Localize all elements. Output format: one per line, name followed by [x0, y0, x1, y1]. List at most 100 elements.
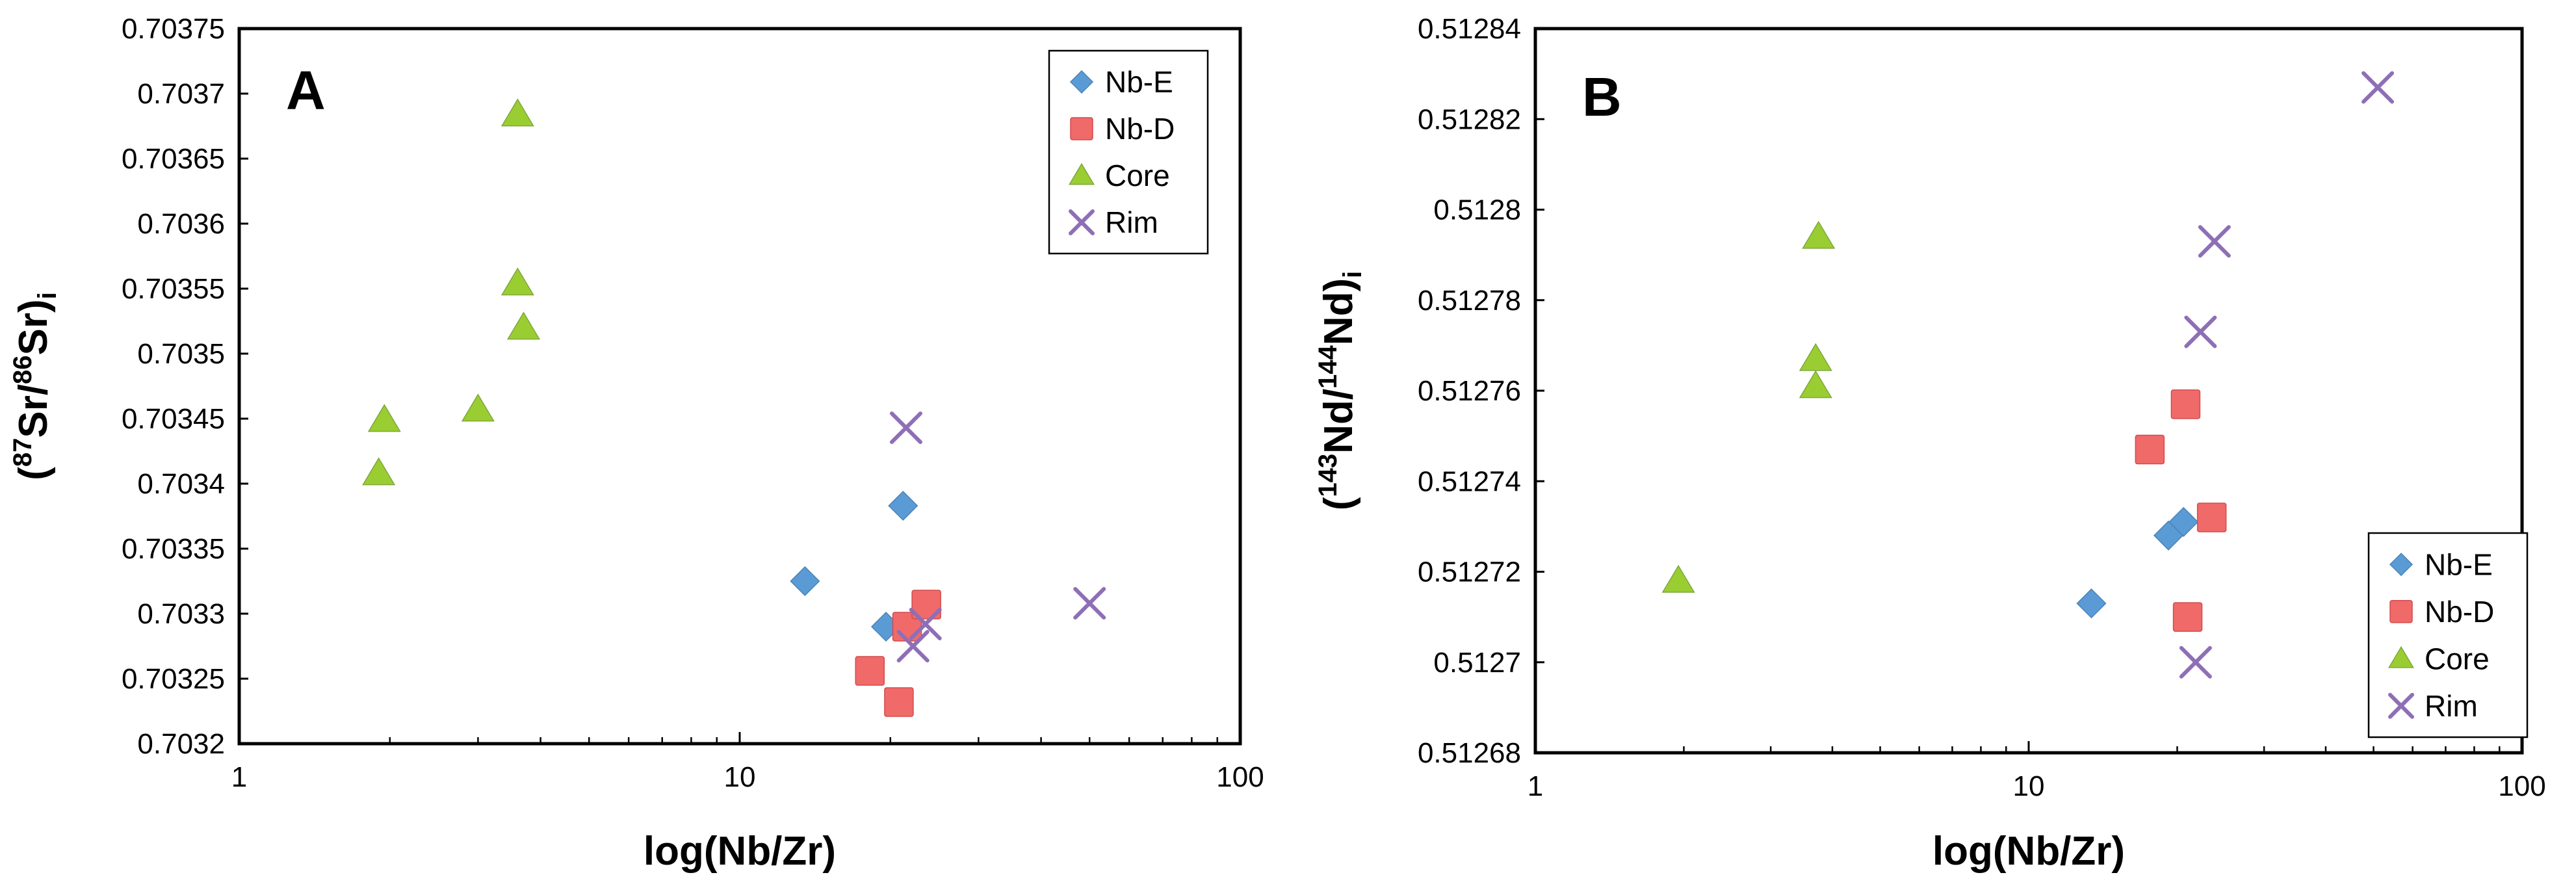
panel-b-x-axis-title: log(Nb/Zr) — [1932, 829, 2125, 874]
panel-a-y-ticks: 0.7032 0.70325 0.7033 0.70335 0.7034 0.70345 0… — [122, 13, 248, 760]
legend-nb-d-symbol — [1070, 117, 1093, 140]
rim-point — [1073, 587, 1106, 620]
y-tick-label: 0.70325 — [122, 663, 225, 695]
y-tick-label: 0.7037 — [137, 78, 225, 110]
core-point — [1799, 370, 1832, 398]
y-title-mid: Sr/ — [11, 384, 56, 438]
nb-d-point — [2135, 434, 2165, 465]
y-tick-label: 0.70375 — [122, 13, 225, 45]
panel-a-data-points — [362, 98, 1106, 717]
y-tick-label: 0.70345 — [122, 403, 225, 435]
nb-e-point — [888, 490, 918, 521]
rim-point — [2179, 646, 2212, 679]
legend-nb-d-label: Nb-D — [1105, 112, 1175, 146]
y-tick-label: 0.51282 — [1418, 103, 1521, 135]
legend-rim-label: Rim — [2425, 689, 2478, 723]
panel-a-label: A — [286, 60, 326, 121]
y-tick-label: 0.70365 — [122, 143, 225, 175]
y-title-close: Sr) — [11, 299, 56, 355]
rim-point — [2361, 71, 2395, 104]
nb-e-point — [790, 566, 820, 597]
y-tick-label: 0.51268 — [1418, 737, 1521, 769]
y-title-open: ( — [1316, 497, 1361, 510]
nb-d-point — [911, 590, 941, 620]
y-tick-label: 0.51284 — [1418, 13, 1521, 45]
panel-b: 0.51268 0.5127 0.51272 0.51274 0.51276 0.5127… — [1314, 13, 2546, 874]
nb-d-point — [855, 656, 885, 686]
core-point — [501, 267, 534, 296]
y-tick-label: 0.5128 — [1433, 194, 1521, 226]
y-title-sub: i — [1338, 271, 1367, 278]
panel-a-legend: Nb-E Nb-D Core Rim — [1048, 49, 1209, 255]
y-tick-label: 0.5127 — [1433, 647, 1521, 679]
legend-rim-label: Rim — [1105, 205, 1158, 239]
core-point — [501, 98, 534, 127]
nb-e-point — [2076, 588, 2107, 619]
y-tick-label: 0.51272 — [1418, 556, 1521, 588]
nb-e-point — [2168, 506, 2199, 537]
y-tick-label: 0.51278 — [1418, 285, 1521, 317]
rim-point — [909, 608, 942, 640]
rim-point — [2198, 225, 2231, 258]
legend-core-symbol — [1068, 163, 1095, 185]
core-point — [362, 457, 396, 486]
panel-a-x-ticks: 1 10 100 — [231, 732, 1264, 793]
legend-core-symbol — [2387, 646, 2415, 668]
y-title-sup1: 87 — [8, 438, 37, 467]
panel-b-y-axis-title: (143Nd/144Nd)i — [1314, 271, 1367, 510]
panel-b-y-ticks: 0.51268 0.5127 0.51272 0.51274 0.51276 0.5127… — [1418, 13, 1544, 769]
y-title-mid: Nd/ — [1316, 389, 1361, 454]
x-tick-label: 1 — [231, 761, 247, 793]
legend-core-label: Core — [1105, 159, 1170, 192]
y-title-open: ( — [11, 467, 56, 480]
legend-rim-symbol — [1069, 209, 1095, 235]
core-point — [461, 393, 495, 422]
core-point — [506, 311, 541, 340]
legend-nb-d-symbol — [2389, 600, 2413, 623]
x-tick-label: 10 — [2013, 770, 2045, 802]
nb-d-point — [2170, 389, 2201, 419]
y-tick-label: 0.7033 — [137, 598, 225, 630]
core-point — [1802, 220, 1836, 249]
y-title-sub: i — [33, 292, 62, 299]
y-title-sup1: 143 — [1314, 454, 1342, 497]
x-tick-label: 1 — [1528, 770, 1543, 802]
y-tick-label: 0.70355 — [122, 273, 225, 305]
core-point — [1661, 564, 1695, 593]
legend-nb-e-label: Nb-E — [1105, 65, 1173, 99]
x-tick-label: 100 — [2498, 770, 2545, 802]
x-tick-label: 10 — [724, 761, 756, 793]
legend-nb-e-label: Nb-E — [2425, 547, 2493, 581]
rim-point — [889, 411, 922, 444]
x-tick-label: 100 — [1216, 761, 1264, 793]
legend-nb-e-symbol — [1069, 70, 1094, 94]
y-tick-label: 0.51276 — [1418, 375, 1521, 407]
legend-nb-d-label: Nb-D — [2425, 595, 2494, 629]
rim-point — [2184, 315, 2217, 348]
core-point — [367, 404, 401, 432]
rim-point — [896, 630, 930, 662]
y-tick-label: 0.70335 — [122, 533, 225, 565]
y-tick-label: 0.7034 — [137, 468, 225, 500]
y-title-close: Nd) — [1316, 278, 1361, 345]
legend-nb-e-symbol — [2389, 553, 2413, 577]
y-tick-label: 0.51274 — [1418, 465, 1521, 497]
nb-d-point — [2172, 602, 2203, 632]
panel-a-y-axis-title: (87Sr/86Sr)i — [8, 292, 62, 480]
y-tick-label: 0.7036 — [137, 208, 225, 240]
panel-a: 0.7032 0.70325 0.7033 0.70335 0.7034 0.70345 0… — [8, 13, 1264, 874]
nb-d-point — [2196, 503, 2227, 532]
panel-b-x-ticks: 1 10 100 — [1528, 741, 2546, 802]
y-title-sup2: 86 — [8, 355, 37, 384]
y-tick-label: 0.7035 — [137, 338, 225, 370]
panel-b-legend: Nb-E Nb-D Core Rim — [2367, 532, 2529, 738]
legend-core-label: Core — [2425, 642, 2490, 675]
panel-b-label: B — [1582, 66, 1622, 127]
y-title-sup2: 144 — [1314, 345, 1342, 388]
panel-b-data-points — [1661, 71, 2395, 679]
y-tick-label: 0.7032 — [137, 728, 225, 760]
nb-d-point — [884, 687, 914, 717]
panel-a-x-axis-title: log(Nb/Zr) — [644, 829, 836, 874]
